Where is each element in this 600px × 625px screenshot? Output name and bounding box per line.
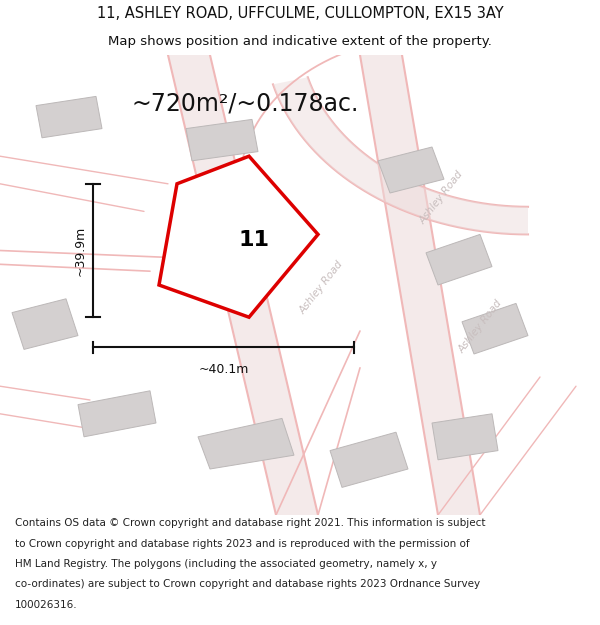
Text: ~39.9m: ~39.9m — [73, 226, 86, 276]
Polygon shape — [273, 78, 528, 234]
Text: 11, ASHLEY ROAD, UFFCULME, CULLOMPTON, EX15 3AY: 11, ASHLEY ROAD, UFFCULME, CULLOMPTON, E… — [97, 6, 503, 21]
Polygon shape — [198, 418, 294, 469]
Text: ~720m²/~0.178ac.: ~720m²/~0.178ac. — [132, 91, 359, 115]
Text: 100026316.: 100026316. — [15, 600, 77, 610]
Polygon shape — [168, 55, 318, 515]
Text: Contains OS data © Crown copyright and database right 2021. This information is : Contains OS data © Crown copyright and d… — [15, 518, 485, 528]
Polygon shape — [159, 156, 318, 318]
Text: co-ordinates) are subject to Crown copyright and database rights 2023 Ordnance S: co-ordinates) are subject to Crown copyr… — [15, 579, 480, 589]
Text: HM Land Registry. The polygons (including the associated geometry, namely x, y: HM Land Registry. The polygons (includin… — [15, 559, 437, 569]
Polygon shape — [12, 299, 78, 349]
Polygon shape — [186, 119, 258, 161]
Text: Map shows position and indicative extent of the property.: Map shows position and indicative extent… — [108, 35, 492, 48]
Polygon shape — [360, 55, 480, 515]
Polygon shape — [78, 391, 156, 437]
Polygon shape — [432, 414, 498, 460]
Text: to Crown copyright and database rights 2023 and is reproduced with the permissio: to Crown copyright and database rights 2… — [15, 539, 470, 549]
Polygon shape — [36, 96, 102, 138]
Text: ~40.1m: ~40.1m — [199, 363, 248, 376]
Polygon shape — [204, 202, 288, 252]
Text: Ashley Road: Ashley Road — [456, 298, 504, 355]
Text: Ashley Road: Ashley Road — [417, 169, 465, 226]
Polygon shape — [462, 303, 528, 354]
Polygon shape — [426, 234, 492, 285]
Polygon shape — [378, 147, 444, 193]
Text: Ashley Road: Ashley Road — [297, 259, 345, 316]
Polygon shape — [330, 432, 408, 488]
Text: 11: 11 — [239, 230, 270, 250]
